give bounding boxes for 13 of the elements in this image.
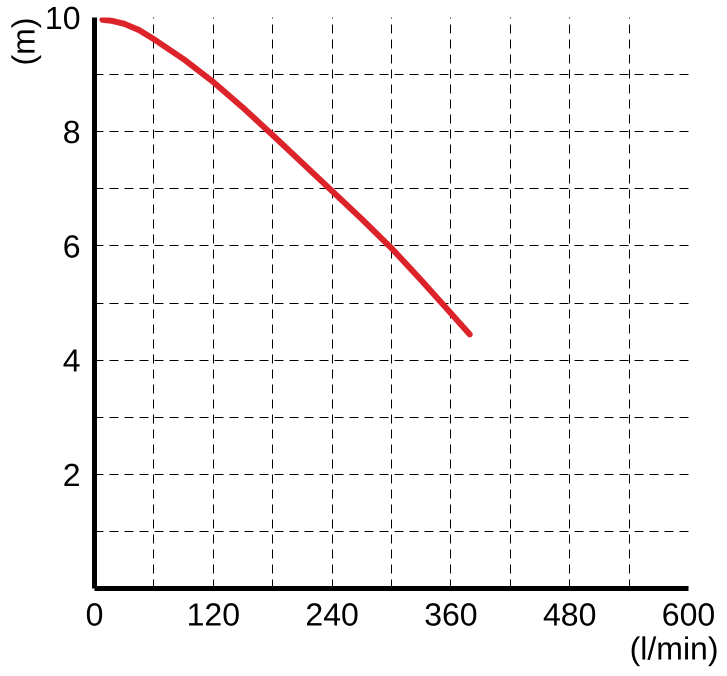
- x-tick-label: 600: [662, 596, 716, 632]
- x-tick-label: 360: [424, 596, 478, 632]
- y-tick-label: 2: [62, 456, 80, 493]
- y-tick-label: 8: [62, 114, 80, 150]
- y-tick-label: 6: [62, 228, 80, 264]
- x-axis-title: (l/min): [630, 630, 718, 666]
- y-tick-label: 10: [44, 0, 80, 36]
- y-tick-label: 4: [62, 342, 80, 379]
- x-tick-label: 480: [543, 596, 596, 632]
- x-tick-label: 240: [305, 596, 359, 632]
- x-tick-label: 120: [186, 596, 240, 632]
- x-tick-label: 0: [86, 596, 104, 632]
- y-axis-title: (m): [6, 18, 42, 66]
